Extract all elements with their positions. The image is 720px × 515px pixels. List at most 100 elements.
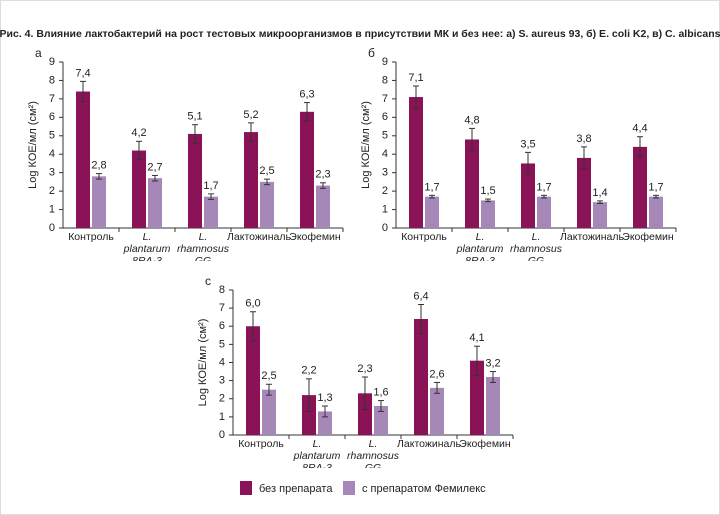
y-tick-label: 3 bbox=[219, 375, 225, 387]
x-tick-label: L. rhamnosus GG bbox=[347, 438, 399, 468]
bar bbox=[316, 185, 330, 228]
x-tick-label: L. rhamnosus GG bbox=[177, 231, 229, 261]
value-label: 2,3 bbox=[357, 363, 372, 375]
value-label: 4,2 bbox=[131, 127, 146, 139]
bar bbox=[188, 133, 202, 228]
y-tick-label: 2 bbox=[49, 185, 55, 197]
x-tick-label: Контроль bbox=[238, 438, 284, 450]
x-tick-label: Экофемин bbox=[622, 231, 674, 243]
y-tick-label: 5 bbox=[49, 130, 55, 142]
bar bbox=[132, 150, 146, 228]
y-tick-label: 8 bbox=[382, 74, 388, 86]
bar bbox=[204, 196, 218, 228]
value-label: 1,7 bbox=[648, 181, 663, 193]
y-tick-label: 6 bbox=[382, 111, 388, 123]
value-label: 4,8 bbox=[464, 114, 479, 126]
y-tick-label: 4 bbox=[382, 148, 388, 160]
x-tick-label-box: L. rhamnosus GG bbox=[510, 231, 562, 261]
x-tick-label: L. rhamnosus GG bbox=[510, 231, 562, 261]
value-label: 2,7 bbox=[147, 161, 162, 173]
y-tick-label: 4 bbox=[49, 148, 55, 160]
y-tick-label: 1 bbox=[49, 203, 55, 215]
value-label: 5,2 bbox=[243, 109, 258, 121]
x-tick-label: Контроль bbox=[68, 231, 114, 243]
value-label: 2,2 bbox=[301, 365, 316, 377]
y-axis-label: Log КОЕ/мл (см²) bbox=[27, 101, 39, 189]
bar bbox=[244, 132, 258, 228]
bar bbox=[318, 411, 332, 435]
value-label: 7,4 bbox=[75, 67, 90, 79]
y-tick-label: 6 bbox=[219, 320, 225, 332]
x-tick-label-box: Лактожиналь bbox=[397, 438, 461, 450]
bar bbox=[302, 395, 316, 435]
value-label: 6,3 bbox=[299, 88, 314, 100]
bar bbox=[262, 389, 276, 435]
legend-label: без препарата bbox=[259, 483, 333, 495]
bar bbox=[246, 326, 260, 435]
y-tick-label: 3 bbox=[382, 167, 388, 179]
value-label: 7,1 bbox=[408, 72, 423, 84]
bar bbox=[470, 360, 484, 435]
bar bbox=[409, 97, 423, 229]
bar bbox=[414, 319, 428, 435]
value-label: 2,8 bbox=[91, 159, 106, 171]
y-tick-label: 8 bbox=[219, 284, 225, 296]
legend-label: с препаратом Фемилекс bbox=[362, 483, 486, 495]
x-tick-label-box: L. plantarum 8RA-3 bbox=[294, 438, 341, 468]
y-tick-label: 2 bbox=[219, 393, 225, 405]
x-tick-label-box: L. rhamnosus GG bbox=[177, 231, 229, 261]
y-tick-label: 5 bbox=[382, 130, 388, 142]
value-label: 1,3 bbox=[317, 392, 332, 404]
bar bbox=[633, 146, 647, 228]
y-tick-label: 7 bbox=[382, 93, 388, 105]
bar bbox=[260, 181, 274, 228]
y-tick-label: 2 bbox=[382, 185, 388, 197]
value-label: 6,4 bbox=[413, 290, 428, 302]
y-tick-label: 5 bbox=[219, 338, 225, 350]
legend-swatch bbox=[240, 481, 252, 495]
value-label: 2,6 bbox=[429, 368, 444, 380]
y-tick-label: 0 bbox=[382, 222, 388, 234]
x-tick-label-box: L. rhamnosus GG bbox=[347, 438, 399, 468]
panel-label: а bbox=[35, 46, 42, 60]
y-tick-label: 9 bbox=[49, 56, 55, 68]
x-tick-label: Лактожиналь bbox=[560, 231, 624, 243]
value-label: 3,2 bbox=[485, 357, 500, 369]
x-tick-label: Экофемин bbox=[459, 438, 511, 450]
x-tick-label: Лактожиналь bbox=[227, 231, 291, 243]
x-tick-label-box: Контроль bbox=[401, 231, 447, 243]
value-label: 1,7 bbox=[424, 181, 439, 193]
x-tick-label-box: Экофемин bbox=[459, 438, 511, 450]
value-label: 1,7 bbox=[536, 181, 551, 193]
value-label: 2,5 bbox=[261, 370, 276, 382]
bar bbox=[537, 196, 551, 228]
bar bbox=[430, 387, 444, 435]
figure-title: Рис. 4. Влияние лактобактерий на рост те… bbox=[0, 28, 720, 40]
value-label: 1,5 bbox=[480, 185, 495, 197]
x-tick-label-box: Экофемин bbox=[289, 231, 340, 243]
y-tick-label: 4 bbox=[219, 356, 225, 368]
y-tick-label: 1 bbox=[219, 411, 225, 423]
bar bbox=[486, 377, 500, 435]
value-label: 6,0 bbox=[245, 298, 260, 310]
bar bbox=[300, 111, 314, 228]
x-tick-label-box: Контроль bbox=[238, 438, 284, 450]
y-tick-label: 9 bbox=[382, 56, 388, 68]
y-tick-label: 7 bbox=[49, 93, 55, 105]
y-tick-label: 7 bbox=[219, 302, 225, 314]
x-tick-label: L. plantarum 8RA-3 bbox=[123, 231, 171, 261]
x-tick-label-box: Контроль bbox=[68, 231, 114, 243]
y-tick-label: 8 bbox=[49, 74, 55, 86]
panel-label: б bbox=[368, 46, 375, 60]
value-label: 5,1 bbox=[187, 111, 202, 123]
value-label: 4,1 bbox=[469, 332, 484, 344]
x-tick-label-box: Экофемин bbox=[622, 231, 674, 243]
bar bbox=[577, 157, 591, 228]
bar bbox=[593, 202, 607, 228]
bar bbox=[358, 393, 372, 435]
bar bbox=[76, 91, 90, 228]
value-label: 4,4 bbox=[632, 123, 647, 135]
bar bbox=[521, 163, 535, 228]
y-tick-label: 6 bbox=[49, 111, 55, 123]
